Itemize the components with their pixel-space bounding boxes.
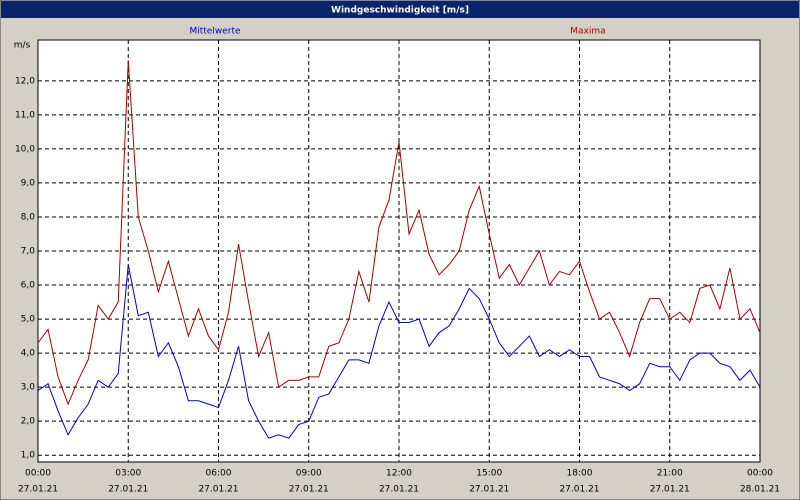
y-tick-label: 11,0 xyxy=(15,110,35,120)
y-tick-label: 3,0 xyxy=(21,383,36,393)
chart-title: Windgeschwindigkeit [m/s] xyxy=(331,6,469,16)
x-tick-date: 27.01.21 xyxy=(379,485,419,495)
title-bar xyxy=(1,1,799,18)
y-tick-label: 2,0 xyxy=(21,417,36,427)
y-tick-label: 10,0 xyxy=(15,144,35,154)
x-tick-label: 21:00 xyxy=(657,469,683,479)
y-tick-label: 8,0 xyxy=(21,212,36,222)
series-line xyxy=(37,264,761,439)
series-line xyxy=(37,60,761,406)
y-tick-label: 5,0 xyxy=(21,315,36,325)
x-tick-label: 18:00 xyxy=(567,469,593,479)
y-tick-label: 6,0 xyxy=(21,281,36,291)
x-tick-date: 27.01.21 xyxy=(650,485,690,495)
y-tick-label: 7,0 xyxy=(21,247,36,257)
x-tick-date: 27.01.21 xyxy=(198,485,238,495)
x-tick-label: 00:00 xyxy=(25,469,51,479)
x-tick-label: 15:00 xyxy=(476,469,502,479)
x-tick-label: 00:00 xyxy=(747,469,773,479)
y-tick-label: 9,0 xyxy=(21,178,36,188)
x-tick-label: 12:00 xyxy=(386,469,412,479)
y-tick-label: 4,0 xyxy=(21,349,36,359)
x-tick-date: 27.01.21 xyxy=(18,485,58,495)
x-tick-date: 27.01.21 xyxy=(469,485,509,495)
legend-entry: Maxima xyxy=(570,27,605,37)
legend-entry: Mittelwerte xyxy=(189,27,240,37)
x-tick-date: 28.01.21 xyxy=(740,485,780,495)
x-tick-label: 03:00 xyxy=(115,469,141,479)
y-unit: m/s xyxy=(14,41,31,51)
y-tick-label: 1,0 xyxy=(21,451,36,461)
x-tick-date: 27.01.21 xyxy=(559,485,599,495)
y-tick-label: 12,0 xyxy=(15,76,35,86)
x-tick-date: 27.01.21 xyxy=(289,485,329,495)
x-tick-label: 06:00 xyxy=(206,469,232,479)
x-tick-label: 09:00 xyxy=(296,469,322,479)
x-tick-date: 27.01.21 xyxy=(108,485,148,495)
